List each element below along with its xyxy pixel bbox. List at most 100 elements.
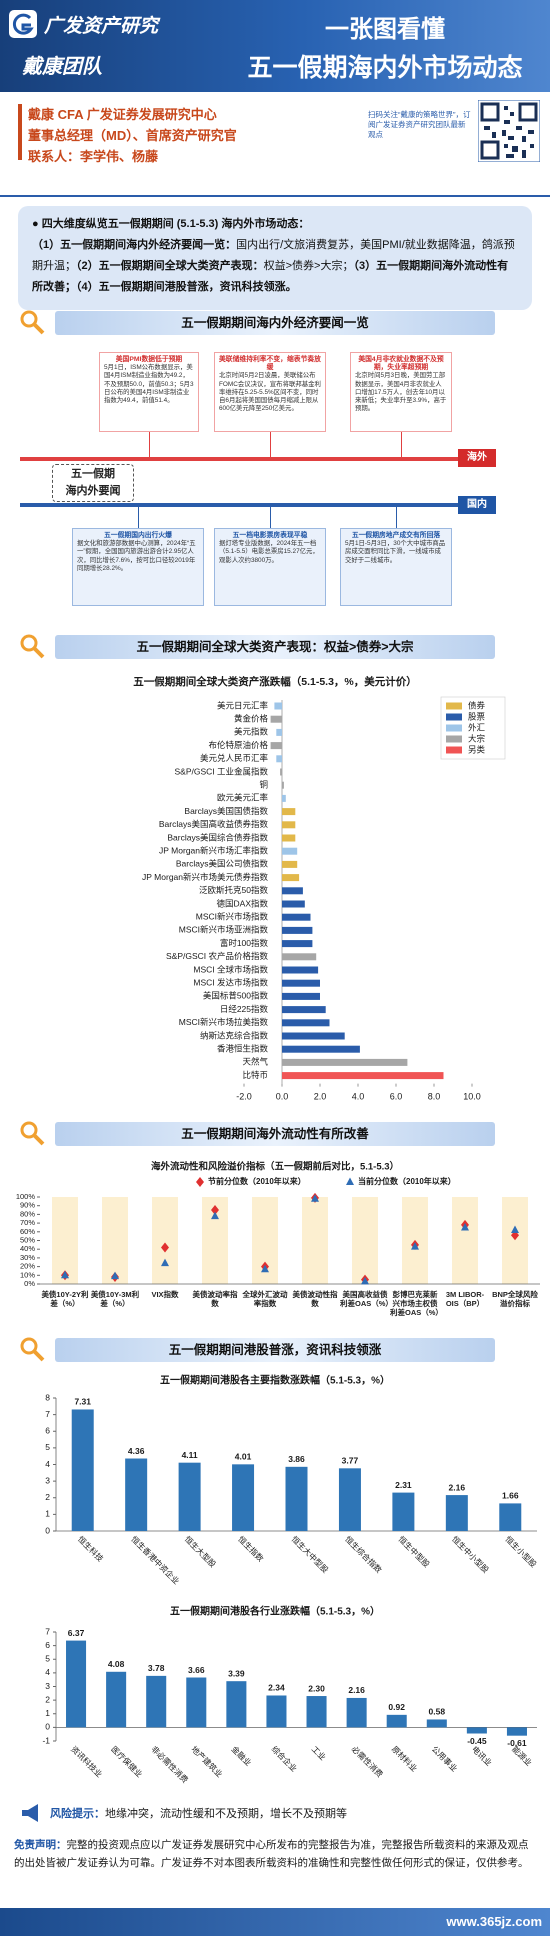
chart-title: 五一假期期间港股各行业涨跌幅（5.1-5.3，%） (170, 1605, 380, 1618)
news-title: 美国4月非农就业数据不及预期，失业率超预期 (358, 356, 444, 372)
news-box: 五一档电影票房表现平稳 据灯塔专业版数据，2024年五一档（5.1-5.5）电影总… (214, 528, 326, 606)
bar (266, 1695, 287, 1728)
section-title: 五一假期期间全球大类资产表现：权益>债券>大宗 (55, 635, 495, 659)
column-band (152, 1197, 178, 1284)
legend-marker (196, 1177, 204, 1187)
category-label: 公用事业 (430, 1744, 460, 1774)
bar (282, 913, 311, 921)
x-tick-label: 0.0 (276, 1091, 289, 1101)
column-band (52, 1197, 78, 1284)
bar (386, 1714, 407, 1728)
legend-label: 大宗 (468, 733, 485, 743)
bar (282, 821, 296, 829)
category-label: S&P/GSCI 工业金属指数 (174, 766, 268, 776)
y-tick-label: 8 (45, 1392, 50, 1402)
y-tick-label: 40% (20, 1244, 35, 1253)
category-label: 美债波动性指数 (292, 1290, 338, 1308)
category-label: 恒生小型股 (503, 1534, 538, 1569)
y-tick-label: 2 (45, 1694, 50, 1704)
data-point (461, 1222, 469, 1231)
connector (270, 432, 271, 457)
page-title: 五一假期海内外市场动态 (247, 54, 523, 82)
data-point (211, 1211, 219, 1220)
bar (282, 1006, 326, 1014)
bar (338, 1468, 361, 1531)
data-point (411, 1242, 419, 1250)
value-label: 3.78 (148, 1663, 165, 1673)
y-tick-label: 0 (45, 1525, 50, 1535)
news-box: 美联储维持利率不变，缩表节奏放缓 北京时间5月2日凌晨，美联储公布FOMC会议决议… (214, 352, 326, 432)
y-tick-label: 90% (20, 1201, 35, 1210)
x-tick-label: -2.0 (236, 1091, 252, 1101)
category-label: 医疗保健业 (109, 1744, 144, 1779)
category-label: 美元兑人民币汇率 (200, 753, 269, 763)
category-label: 欧元美元汇率 (217, 793, 269, 803)
news-title: 美国PMI数据低于预期 (115, 356, 183, 363)
bar (282, 1058, 408, 1066)
accent-bar (18, 104, 22, 160)
watermark: www.365jz.com (446, 1914, 542, 1929)
section-title: 五一假期期间海外流动性有所改善 (55, 1122, 495, 1146)
bar (106, 1671, 127, 1728)
value-label: -0.45 (467, 1736, 487, 1746)
bar (506, 1727, 527, 1736)
category-label: JP Morgan新兴市场美元债券指数 (142, 872, 268, 882)
y-tick-label: 6 (45, 1426, 50, 1436)
news-box: 五一假期国内出行火爆 据文化和旅游部数据中心测算，2024年“五一”假期，全国国内… (72, 528, 204, 606)
bar (499, 1503, 522, 1531)
bar (282, 1019, 330, 1027)
category-label: 铜 (259, 779, 268, 789)
category-label: 恒生大中型股 (290, 1534, 331, 1575)
bar (232, 1464, 255, 1531)
summary-text: （1）五一假期期间海内外经济要闻一览：国内出行/文旅消费复苏，美国PMI/就业数… (32, 235, 518, 298)
connector (270, 507, 271, 528)
y-tick-label: 1 (45, 1708, 50, 1718)
value-label: 0.58 (429, 1707, 446, 1717)
data-point (61, 1270, 69, 1279)
legend-label: 债券 (468, 700, 486, 710)
y-tick-label: 4 (45, 1667, 50, 1677)
category-label: 黄金价格 (234, 713, 269, 723)
category-label: 美元日元汇率 (217, 700, 269, 710)
data-point (111, 1271, 119, 1280)
category-label: 恒生科技 (76, 1534, 106, 1564)
news-body: 据灯塔专业版数据，2024年五一档（5.1-5.5）电影总票房15.27亿元，观… (219, 540, 319, 564)
value-label: 3.39 (228, 1668, 245, 1678)
chart-title: 海外流动性和风险溢价指标（五一假期前后对比，5.1-5.3） (151, 1161, 399, 1173)
risk-text: 地缘冲突，流动性缓和不及预期，增长不及预期等 (105, 1808, 347, 1820)
y-tick-label: 0% (24, 1279, 35, 1288)
data-point (311, 1194, 319, 1202)
section-title: 五一假期期间海内外经济要闻一览 (55, 311, 495, 335)
column-band (452, 1197, 478, 1284)
bar (392, 1492, 415, 1531)
value-label: 4.11 (182, 1450, 198, 1460)
category-label: 恒生中型股 (396, 1534, 431, 1569)
category-label: 综合企业 (270, 1744, 300, 1774)
bar (282, 834, 296, 842)
overseas-tag: 海外 (458, 449, 496, 467)
data-point (361, 1276, 369, 1285)
footer-band (0, 1908, 550, 1936)
news-body: 北京时间5月3日晚，美国劳工部数据显示，美国4月非农就业人口增加17.5万人，创… (355, 372, 447, 413)
summary-label: （1）五一假期期间海内外经济要闻一览： (32, 239, 237, 251)
category-label: Barclays美国国债指数 (184, 806, 268, 816)
value-label: 2.30 (308, 1683, 325, 1693)
category-label: 地产建筑业 (189, 1744, 224, 1779)
summary-label: （2）五一假期期间全球大类资产表现： (76, 260, 264, 272)
y-tick-label: -1 (42, 1735, 50, 1745)
chart-title: 五一假期期间全球大类资产涨跌幅（5.1-5.3，%，美元计价） (133, 675, 417, 688)
data-point (161, 1242, 169, 1253)
category-label: 恒生香港中资企业 (129, 1534, 181, 1586)
section-icon (20, 1337, 45, 1362)
category-label: 必需性消费 (350, 1744, 385, 1779)
category-label: 泛欧斯托克50指数 (199, 885, 268, 895)
bar (282, 808, 296, 816)
connector (396, 507, 397, 528)
news-box: 五一假期房地产成交有所回落 5月1日-5月3日，30个大中城市商品房成交面积同比下… (340, 528, 452, 606)
legend-swatch (446, 746, 462, 754)
category-label: 非必需性消费 (149, 1744, 190, 1785)
category-label: 资讯科技业 (69, 1744, 104, 1779)
value-label: 4.01 (235, 1452, 252, 1462)
bar (270, 715, 282, 723)
category-label: S&P/GSCI 农产品价格指数 (166, 951, 269, 961)
